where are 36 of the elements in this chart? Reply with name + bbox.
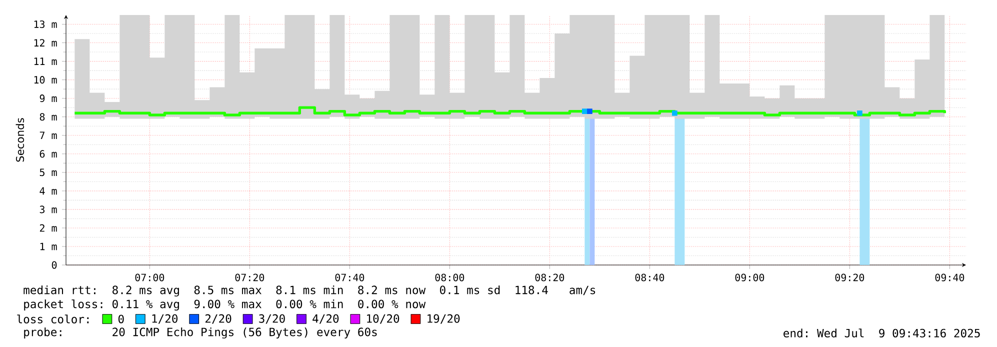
x-tick-label: 09:00 xyxy=(735,274,764,282)
x-tick-label: 09:20 xyxy=(835,274,864,282)
y-tick-label: 1 m xyxy=(40,242,57,250)
y-tick-label: 2 m xyxy=(40,224,57,232)
y-tick-label: 5 m xyxy=(40,168,57,176)
y-tick-label: 9 m xyxy=(40,94,57,102)
legend-label: 2/20 xyxy=(205,314,232,324)
legend-label: 10/20 xyxy=(367,314,400,324)
legend-label: 3/20 xyxy=(259,314,285,324)
legend-label: 19/20 xyxy=(428,314,460,324)
y-tick-label: 6 m xyxy=(40,150,57,158)
x-tick-label: 07:00 xyxy=(135,274,164,282)
x-tick-label: 08:20 xyxy=(535,274,564,282)
y-tick-label: 7 m xyxy=(40,132,57,140)
legend-label: 4/20 xyxy=(312,314,339,324)
y-tick-label: 12 m xyxy=(34,39,57,46)
y-tick-label: 13 m xyxy=(34,20,57,28)
text: probe: 20 ICMP Echo Pings (56 Bytes) every 60s xyxy=(24,327,377,339)
x-tick-label: 08:00 xyxy=(435,274,464,282)
x-tick-label: 07:40 xyxy=(335,274,364,282)
y-tick-label: 8 m xyxy=(40,113,57,121)
legend-label: 0 xyxy=(118,314,124,324)
legend-title: loss color: xyxy=(17,314,89,324)
legend-label: 1/20 xyxy=(152,314,178,324)
x-tick-label: 08:40 xyxy=(635,274,664,282)
text: median rtt: 8.2 ms avg 8.5 ms max 8.1 ms min 8.2 ms now 0.1 ms sd 118.4 am/s xyxy=(24,285,596,297)
y-tick-label: 3 m xyxy=(40,206,57,214)
y-tick-label: 11 m xyxy=(34,58,57,65)
y-tick-label: 4 m xyxy=(40,187,57,195)
x-tick-label: 09:40 xyxy=(935,274,964,282)
x-tick-label: 07:20 xyxy=(235,274,264,282)
text: packet loss: 0.11 % avg 9.00 % max 0.00 % min 0.00 % now xyxy=(24,299,426,311)
y-tick-label: 0 xyxy=(52,261,57,269)
y-axis-title: Seconds xyxy=(16,118,24,162)
y-tick-label: 10 m xyxy=(34,76,57,84)
text: end: Wed Jul 9 09:43:16 2025 xyxy=(784,328,980,338)
